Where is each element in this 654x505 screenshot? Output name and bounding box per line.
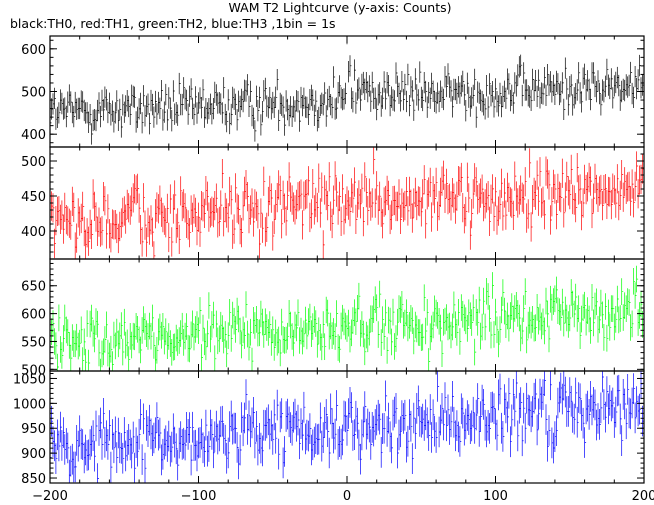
series-line-th1 [50,147,644,259]
y-tick-label: 600 [21,308,46,323]
series-line-th0 [50,36,644,145]
y-tick-label: 850 [21,472,46,487]
x-tick-label: −200 [32,489,68,504]
x-tick-label: −100 [181,489,217,504]
panel-th1: 400 450 500 [21,146,645,260]
y-tick-label: 400 [21,128,46,143]
x-tick-label: 0 [343,489,351,504]
y-tick-label: 950 [21,422,46,437]
y-tick-label: 1000 [13,397,46,412]
series-line-th2 [50,265,644,371]
x-tick-label: 200 [632,489,654,504]
y-tick-label: 650 [21,280,46,295]
panel-th0: 400 500 600 [21,35,645,148]
panel-frame [49,258,645,372]
y-tick-label: 500 [21,363,46,378]
y-tick-label: 500 [21,155,46,170]
y-tick-label: 500 [21,86,46,101]
x-axis: −200 −100 0 100 200 [32,489,654,504]
y-tick-label: 900 [21,447,46,462]
panels-group: 400 500 600 400 450 500 500 550 600 650 850 900 950 1… [13,35,645,487]
y-tick-label: 400 [21,225,46,240]
x-tick-label: 100 [483,489,508,504]
series-line-th3 [50,371,644,483]
y-tick-label: 550 [21,335,46,350]
y-tick-label: 1050 [13,372,46,387]
panel-th3: 850 900 950 1000 1050 [13,370,645,487]
panel-th2: 500 550 600 650 [21,258,645,378]
chart-subtitle: black:TH0, red:TH1, green:TH2, blue:TH3 … [10,16,336,31]
y-tick-label: 450 [21,190,46,205]
y-tick-label: 600 [21,43,46,58]
chart-title: WAM T2 Lightcurve (y-axis: Counts) [228,0,451,15]
